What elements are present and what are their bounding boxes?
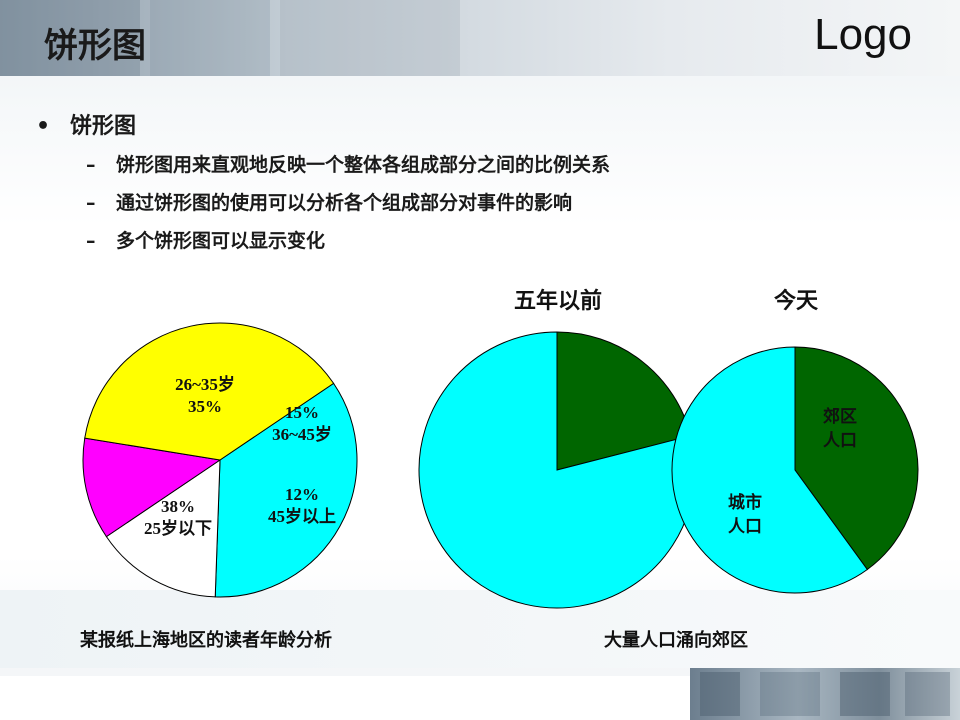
- slice-label: 15% 36~45岁: [272, 403, 332, 444]
- footer-photo: [840, 672, 890, 716]
- pie-slice: [671, 346, 868, 594]
- slice-label-line: 城市: [728, 492, 762, 513]
- pie-slice: [418, 331, 696, 609]
- bullet-dot-icon: •: [36, 114, 51, 139]
- caption-band: [0, 590, 960, 668]
- pie-chart-2: [671, 346, 919, 594]
- pie-chart-1: [418, 331, 696, 609]
- slice-label-line: 人口: [728, 517, 762, 537]
- sub-bullet: – 饼形图用来直观地反映一个整体各组成部分之间的比例关系: [86, 150, 610, 177]
- pie-slice: [82, 437, 222, 538]
- slice-label-line: 45岁以上: [268, 506, 336, 526]
- header-band: [0, 0, 960, 76]
- logo-text: Logo: [814, 10, 912, 59]
- slice-label-line: 12%: [285, 485, 319, 504]
- pie-slice: [105, 459, 221, 598]
- caption-left: 某报纸上海地区的读者年龄分析: [80, 630, 332, 651]
- header-photo: [280, 0, 460, 76]
- slice-label-line: 25岁以下: [144, 518, 212, 538]
- slice-label-line: 36~45岁: [272, 424, 332, 444]
- dash-icon: –: [86, 230, 96, 252]
- sub-bullet-text: 饼形图用来直观地反映一个整体各组成部分之间的比例关系: [116, 154, 611, 176]
- slice-label: 12% 45岁以上: [268, 485, 336, 526]
- footer-photo-strip: [690, 668, 960, 720]
- slice-label: 38% 25岁以下: [144, 497, 212, 538]
- page-title: 饼形图: [44, 26, 146, 66]
- slice-label-line: 26~35岁: [175, 374, 235, 394]
- footer-photo: [760, 672, 820, 716]
- header-photo: [150, 0, 270, 76]
- caption-right: 大量人口涌向郊区: [604, 630, 748, 651]
- dash-icon: –: [86, 192, 96, 214]
- pie-chart-0: [82, 322, 358, 598]
- header-photo: [0, 0, 140, 76]
- pie-title-today: 今天: [774, 289, 819, 314]
- pie-slice: [84, 322, 335, 461]
- sub-bullet-text: 多个饼形图可以显示变化: [116, 230, 326, 252]
- footer-photo: [700, 672, 740, 716]
- sub-bullet-text: 通过饼形图的使用可以分析各个组成部分对事件的影响: [116, 192, 573, 214]
- slice-label-line: 35%: [188, 397, 222, 416]
- sub-bullet: – 多个饼形图可以显示变化: [86, 226, 325, 253]
- pie-title-before: 五年以前: [514, 289, 603, 314]
- footer-photo: [905, 672, 950, 716]
- pie-slice: [794, 346, 919, 571]
- slice-label-line: 郊区: [823, 406, 857, 427]
- pie-slice: [214, 382, 358, 598]
- sub-bullet: – 通过饼形图的使用可以分析各个组成部分对事件的影响: [86, 188, 572, 215]
- slice-label-line: 人口: [823, 431, 857, 451]
- bullet-main: • 饼形图: [36, 108, 136, 140]
- slice-label-line: 38%: [161, 497, 195, 516]
- slice-label-line: 15%: [285, 403, 319, 422]
- dash-icon: –: [86, 154, 96, 176]
- slice-label: 城市人口: [728, 492, 762, 537]
- slice-label: 26~35岁 35%: [175, 374, 235, 416]
- slice-label: 郊区人口: [823, 406, 857, 451]
- bullet-main-text: 饼形图: [70, 114, 137, 139]
